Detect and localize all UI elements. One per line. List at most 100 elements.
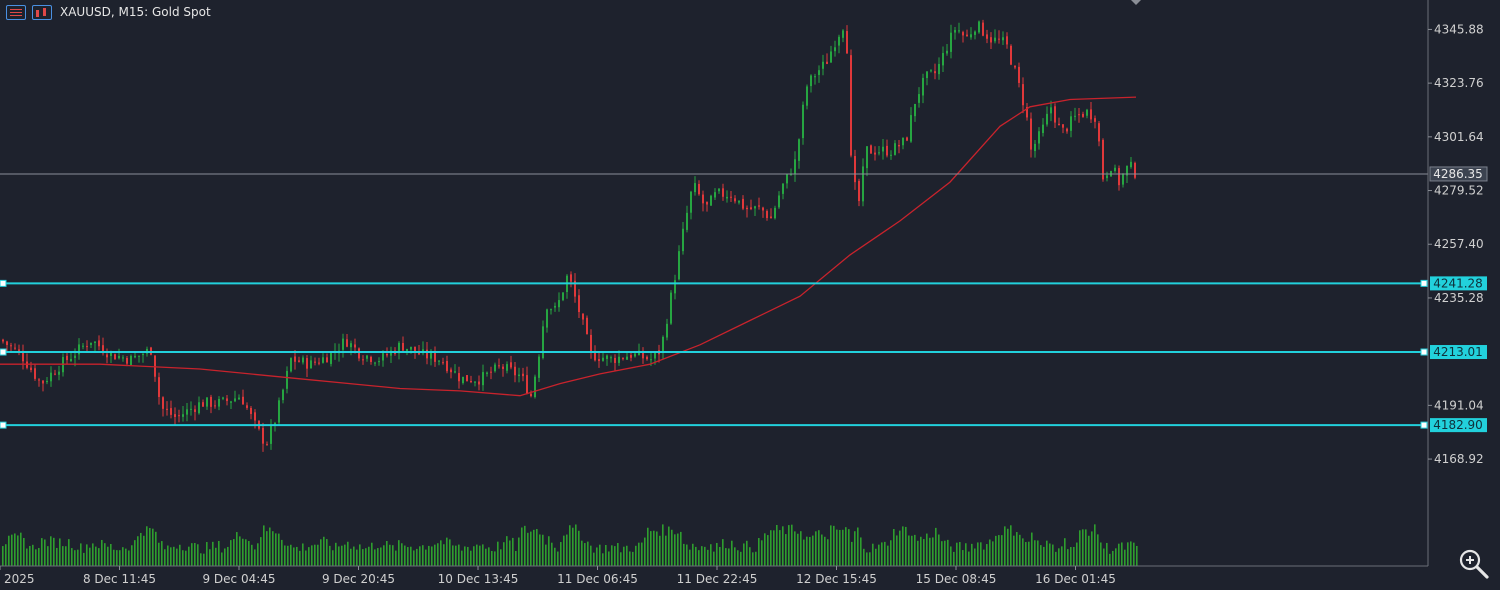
volume-bar	[1049, 543, 1051, 566]
volume-bar	[920, 536, 922, 566]
volume-bar	[38, 547, 40, 566]
volume-bar	[779, 530, 781, 566]
candle	[514, 361, 516, 383]
symbol-title: XAUUSD, M15: Gold Spot	[60, 5, 211, 19]
moving-average-layer	[0, 96, 1137, 397]
level-handle[interactable]	[0, 421, 7, 429]
volume-bar	[302, 543, 304, 566]
candle	[206, 397, 208, 410]
volume-bar	[515, 550, 517, 566]
candle	[726, 190, 728, 203]
volume-bar	[239, 536, 241, 566]
volume-bar	[209, 549, 211, 566]
volume-bar	[98, 548, 100, 566]
level-handle[interactable]	[0, 348, 7, 356]
volume-bar	[806, 536, 808, 566]
candle	[118, 348, 120, 360]
volume-bar	[668, 526, 670, 566]
level-handle[interactable]	[1420, 348, 1428, 356]
candle	[746, 205, 748, 218]
horizontal-level-1[interactable]: 4241.28	[0, 276, 1487, 291]
volume-bar	[23, 537, 25, 566]
volume-bar	[479, 545, 481, 566]
volume-bar	[458, 544, 460, 566]
candle	[922, 73, 924, 104]
volume-bar	[278, 533, 280, 566]
volume-bar	[284, 545, 286, 566]
volume-bar	[1007, 528, 1009, 566]
volume-bar	[164, 549, 166, 566]
volume-bar	[335, 542, 337, 566]
y-tick-label: 4345.88	[1434, 22, 1484, 36]
volume-bar	[341, 545, 343, 566]
volume-bar	[203, 553, 205, 566]
candle	[462, 376, 464, 385]
candle	[1094, 115, 1096, 129]
volume-bar	[83, 552, 85, 566]
volume-bar	[125, 548, 127, 566]
candle	[270, 419, 272, 450]
candle	[422, 341, 424, 356]
candle	[858, 178, 860, 207]
shift-marker-icon[interactable]	[1131, 0, 1141, 5]
candle	[918, 87, 920, 108]
volume-bar	[797, 533, 799, 566]
volume-bar	[575, 524, 577, 566]
volume-bar	[773, 530, 775, 566]
list-icon[interactable]	[6, 4, 26, 20]
volume-bar	[455, 545, 457, 566]
volume-bar	[590, 545, 592, 566]
volume-bar	[86, 544, 88, 566]
candle	[546, 308, 548, 333]
candle	[502, 363, 504, 377]
chart-icon[interactable]	[32, 4, 52, 20]
volume-bar	[449, 539, 451, 566]
volume-bar	[329, 545, 331, 566]
candle	[862, 158, 864, 207]
volume-bar	[224, 548, 226, 566]
volume-bar	[956, 542, 958, 566]
candle	[66, 351, 68, 364]
horizontal-level-3[interactable]: 4182.90	[0, 418, 1487, 433]
candle	[566, 274, 568, 299]
volume-bar	[713, 551, 715, 566]
level-handle[interactable]	[1420, 421, 1428, 429]
volume-bar	[380, 547, 382, 566]
volume-bar	[1121, 542, 1123, 566]
volume-bar	[866, 552, 868, 566]
level-handle[interactable]	[1420, 279, 1428, 287]
volume-bar	[1082, 529, 1084, 566]
candle	[910, 107, 912, 143]
horizontal-level-2[interactable]: 4213.01	[0, 345, 1487, 360]
volume-bar	[983, 549, 985, 566]
volume-bar	[980, 542, 982, 566]
candle	[182, 405, 184, 422]
volume-bar	[653, 530, 655, 566]
volume-bar	[935, 527, 937, 566]
candle	[374, 361, 376, 367]
volume-bar	[851, 541, 853, 566]
volume-bar	[356, 549, 358, 566]
volume-bar	[1064, 538, 1066, 566]
zoom-button[interactable]	[1456, 546, 1490, 580]
candle	[38, 378, 40, 387]
volume-bar	[1016, 532, 1018, 566]
volume-bar	[245, 539, 247, 566]
volume-bar	[269, 527, 271, 566]
volume-bar	[755, 551, 757, 566]
candle	[786, 173, 788, 189]
candle	[510, 355, 512, 370]
volume-bar	[107, 546, 109, 566]
volume-bar	[767, 535, 769, 566]
candle	[30, 361, 32, 373]
candle	[1122, 173, 1124, 188]
volume-bar	[872, 543, 874, 566]
volume-bar	[1061, 546, 1063, 566]
volume-bar	[533, 529, 535, 566]
level-handle[interactable]	[0, 279, 7, 287]
candle	[442, 357, 444, 365]
candle	[1046, 106, 1048, 127]
volume-bar	[218, 540, 220, 566]
